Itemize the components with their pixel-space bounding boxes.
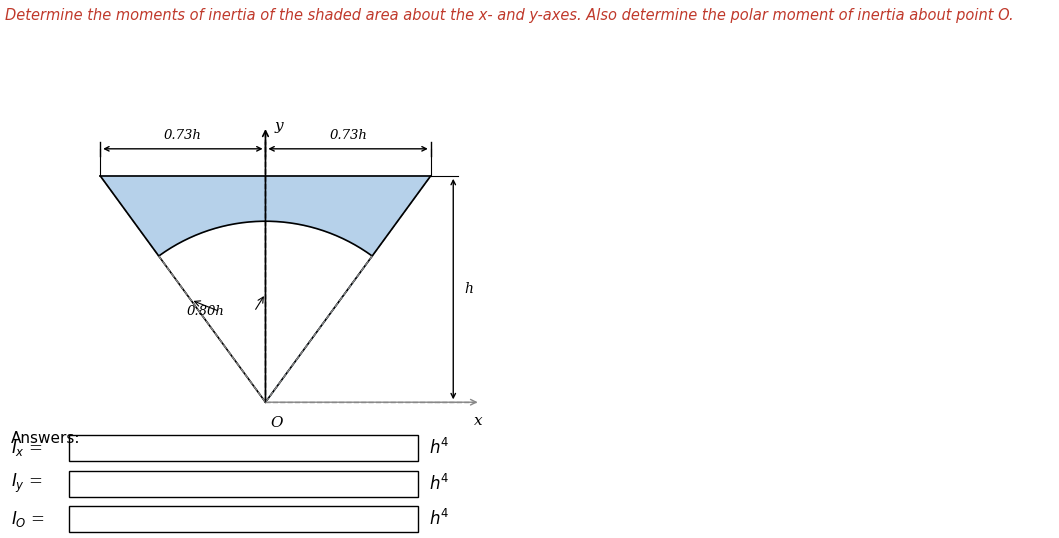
Text: $I_y$ =: $I_y$ = bbox=[11, 472, 42, 495]
Text: Answers:: Answers: bbox=[11, 431, 80, 447]
Text: 0.80h: 0.80h bbox=[186, 305, 225, 318]
Text: 0.73h: 0.73h bbox=[329, 129, 367, 142]
Text: Determine the moments of inertia of the shaded area about the x- and y-axes. Als: Determine the moments of inertia of the … bbox=[5, 8, 1013, 23]
Text: h: h bbox=[465, 282, 473, 296]
Text: $I_x$ =: $I_x$ = bbox=[11, 438, 42, 458]
Text: $h^4$: $h^4$ bbox=[429, 509, 449, 529]
Bar bbox=[69, 435, 418, 461]
Text: y: y bbox=[274, 119, 283, 133]
Text: O: O bbox=[270, 416, 283, 430]
Polygon shape bbox=[101, 176, 431, 402]
Text: $h^4$: $h^4$ bbox=[429, 473, 449, 493]
Text: 0.73h: 0.73h bbox=[164, 129, 202, 142]
Bar bbox=[69, 471, 418, 497]
Text: $h^4$: $h^4$ bbox=[429, 438, 449, 458]
Text: x: x bbox=[473, 414, 482, 428]
Text: $I_O$ =: $I_O$ = bbox=[11, 509, 44, 529]
Bar bbox=[69, 506, 418, 532]
